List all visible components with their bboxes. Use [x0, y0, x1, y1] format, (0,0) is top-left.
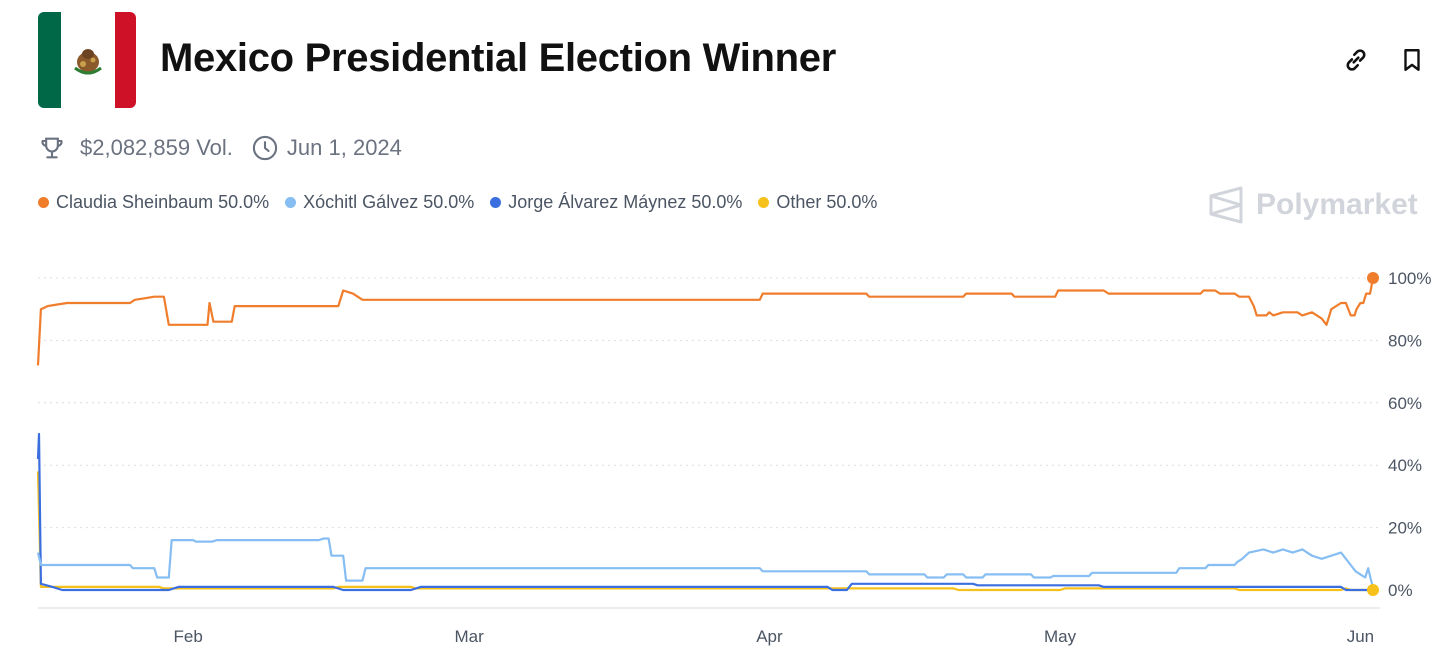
brand-name: Polymarket: [1256, 188, 1418, 221]
clock-icon: [251, 134, 279, 162]
x-tick-label: Mar: [454, 627, 484, 646]
link-button[interactable]: [1340, 44, 1372, 76]
x-tick-label: Jun: [1347, 627, 1374, 646]
chart-x-axis: Feb Mar Apr May Jun: [174, 627, 1375, 646]
mexico-flag-icon: [38, 12, 136, 108]
flag-red-band: [115, 12, 136, 108]
legend-item: Other 50.0%: [758, 192, 877, 213]
legend-dot: [38, 197, 49, 208]
y-tick-label: 80%: [1388, 331, 1422, 350]
market-meta: $2,082,859 Vol. Jun 1, 2024: [38, 132, 402, 164]
series-line: [36, 471, 1373, 592]
y-tick-label: 0%: [1388, 581, 1413, 600]
chart-legend: Claudia Sheinbaum 50.0% Xóchitl Gálvez 5…: [38, 192, 893, 213]
legend-dot: [285, 197, 297, 208]
legend-item: Claudia Sheinbaum 50.0%: [38, 192, 269, 213]
legend-dot: [758, 197, 770, 208]
x-tick-label: Feb: [174, 627, 203, 646]
polymarket-logo-icon: [1209, 186, 1243, 224]
y-tick-label: 40%: [1388, 456, 1422, 475]
flag-white-band: [61, 12, 115, 108]
bookmark-button[interactable]: [1396, 44, 1428, 76]
series-line: [36, 537, 1375, 588]
end-date-text: Jun 1, 2024: [286, 135, 402, 160]
series-end-marker: [1367, 584, 1379, 596]
link-icon: [1346, 49, 1366, 71]
legend-label: Claudia Sheinbaum 50.0%: [56, 192, 270, 212]
trophy-icon: [38, 134, 66, 162]
legend-label: Xóchitl Gálvez 50.0%: [303, 192, 475, 212]
page-title: Mexico Presidential Election Winner: [160, 36, 836, 80]
y-tick-label: 60%: [1388, 394, 1422, 413]
chart-series: [36, 272, 1379, 596]
x-tick-label: May: [1044, 627, 1077, 646]
polymarket-watermark: Polymarket: [1208, 186, 1418, 224]
series-line: [36, 432, 1373, 592]
coat-of-arms-icon: [74, 49, 102, 75]
bookmark-icon: [1404, 49, 1420, 71]
series-line: [36, 277, 1375, 366]
legend-item: Xóchitl Gálvez 50.0%: [285, 192, 474, 213]
legend-label: Jorge Álvarez Máynez 50.0%: [508, 192, 743, 212]
chart-gridlines: [38, 277, 1380, 609]
legend-dot: [490, 197, 502, 208]
y-tick-label: 20%: [1388, 519, 1422, 538]
chart-y-axis: 0% 20% 40% 60% 80% 100%: [1388, 269, 1431, 600]
x-tick-label: Apr: [756, 627, 783, 646]
legend-item: Jorge Álvarez Máynez 50.0%: [490, 192, 742, 213]
legend-label: Other 50.0%: [776, 192, 878, 212]
flag-green-band: [38, 12, 61, 108]
series-end-marker: [1367, 272, 1379, 284]
y-tick-label: 100%: [1388, 269, 1431, 288]
volume-text: $2,082,859 Vol.: [80, 135, 233, 160]
